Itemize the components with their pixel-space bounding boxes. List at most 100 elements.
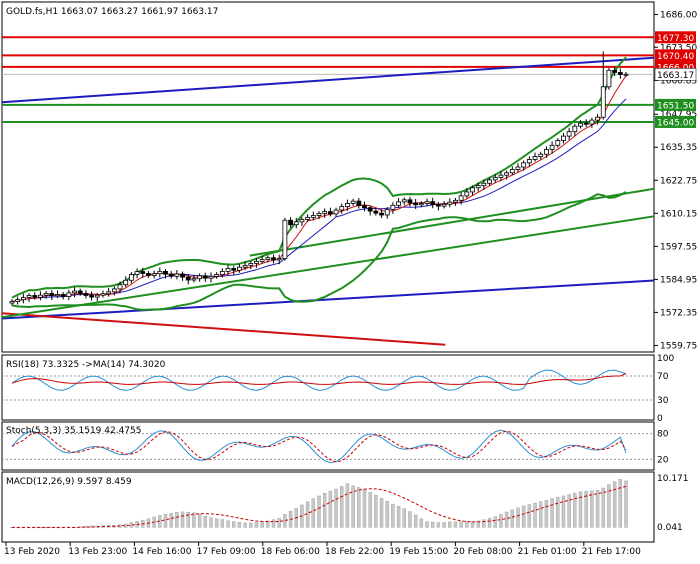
price-tick-label: 1686.00 xyxy=(660,10,697,20)
candle-body xyxy=(498,174,504,178)
level-tag xyxy=(655,60,696,73)
bollinger-lower xyxy=(11,191,627,311)
candle-body xyxy=(316,213,322,216)
candle-body xyxy=(197,275,203,280)
candle-body xyxy=(424,201,430,204)
macd-bar xyxy=(487,518,492,528)
candle-body xyxy=(475,185,481,189)
candle-body xyxy=(453,199,458,203)
candle-body xyxy=(60,294,66,297)
candle-body xyxy=(128,274,134,281)
candle-body xyxy=(327,211,333,215)
trendline xyxy=(1,279,655,320)
candle-body xyxy=(458,195,464,201)
price-tick-label: 1622.75 xyxy=(660,176,697,186)
candle-body xyxy=(242,264,248,268)
macd-bar xyxy=(317,495,321,528)
macd-bar xyxy=(601,487,605,528)
stoch-tick-label: 80 xyxy=(657,430,669,440)
price-tick-label: 1597.55 xyxy=(660,242,697,252)
candle-body xyxy=(623,73,629,76)
macd-bar xyxy=(169,513,173,528)
rsi-line xyxy=(11,369,627,391)
candle-body xyxy=(94,294,100,298)
price-tick-label: 1610.15 xyxy=(660,209,697,219)
candle-body xyxy=(146,273,151,276)
candle-body xyxy=(32,295,38,298)
level-tag xyxy=(655,98,696,111)
macd-tick-label: 10.171 xyxy=(657,474,689,484)
candle-body xyxy=(89,295,94,298)
macd-bar xyxy=(425,521,429,528)
candle-body xyxy=(589,119,595,125)
trendline xyxy=(1,56,655,104)
macd-bar xyxy=(578,491,583,528)
candle-body xyxy=(526,159,532,164)
macd-bar xyxy=(612,481,617,528)
candle-body xyxy=(356,200,362,206)
candle-body xyxy=(191,278,197,281)
macd-bar xyxy=(618,479,623,528)
candle-body xyxy=(276,258,282,261)
candle-body xyxy=(379,212,384,216)
candle-body xyxy=(350,200,356,204)
candle-body xyxy=(259,259,265,262)
macd-bar xyxy=(590,490,594,528)
macd-bar xyxy=(408,511,412,528)
x-tick-label: 21 Feb 01:00 xyxy=(518,547,577,557)
macd-bar xyxy=(465,521,469,528)
candle-body xyxy=(43,292,49,296)
macd-bar xyxy=(214,518,219,528)
candle-body xyxy=(401,199,407,203)
candle-body xyxy=(418,203,424,206)
level-tag-label: 1663.17 xyxy=(657,71,694,81)
rsi-panel[interactable] xyxy=(1,354,655,421)
candle-body xyxy=(237,266,242,271)
macd-bar xyxy=(357,487,361,528)
candle-body xyxy=(362,205,367,209)
macd-bar xyxy=(431,521,435,528)
candle-body xyxy=(219,270,225,275)
candle-body xyxy=(157,270,163,275)
x-tick-label: 17 Feb 09:00 xyxy=(197,547,256,557)
candle-body xyxy=(66,292,72,297)
candle-body xyxy=(265,257,271,260)
macd-bar xyxy=(311,498,316,528)
x-tick-label: 13 Feb 23:00 xyxy=(68,547,127,557)
macd-bar xyxy=(544,500,549,528)
macd-tick-label: 0.041 xyxy=(657,523,683,533)
candle-body xyxy=(106,291,112,295)
x-tick-label: 21 Feb 17:00 xyxy=(582,547,641,557)
candle-body xyxy=(396,201,401,206)
x-tick-label: 13 Feb 2020 xyxy=(4,547,60,557)
candle-body xyxy=(140,271,146,274)
candle-body xyxy=(288,219,293,226)
macd-bar xyxy=(340,486,344,528)
candle-body xyxy=(595,116,600,121)
rsi-label: RSI(18) 73.3325 ->MA(14) 74.3020 xyxy=(6,360,166,370)
symbol-ohlc-label: GOLD.fs,H1 1663.07 1663.27 1661.97 1663.… xyxy=(6,7,218,17)
macd-bar xyxy=(345,483,350,528)
candle-body xyxy=(561,135,566,141)
macd-bar xyxy=(277,518,281,528)
macd-bar xyxy=(197,514,202,528)
candle-body xyxy=(163,270,168,275)
level-tag-label: 1651.50 xyxy=(657,101,694,111)
macd-bar xyxy=(305,501,310,528)
macd-bar xyxy=(448,521,452,528)
macd-bar xyxy=(419,518,424,528)
macd-bar xyxy=(328,490,333,528)
candle-body xyxy=(117,284,123,290)
candle-body xyxy=(202,275,208,279)
candle-body xyxy=(413,202,419,206)
macd-bar xyxy=(283,514,287,528)
rsi-tick-label: 70 xyxy=(657,372,669,382)
candle-body xyxy=(390,204,396,210)
macd-bar xyxy=(533,502,537,528)
stoch-panel[interactable] xyxy=(1,421,655,471)
level-tag xyxy=(654,68,697,81)
price-tick-label: 1635.35 xyxy=(660,143,697,153)
macd-bar xyxy=(209,517,213,528)
